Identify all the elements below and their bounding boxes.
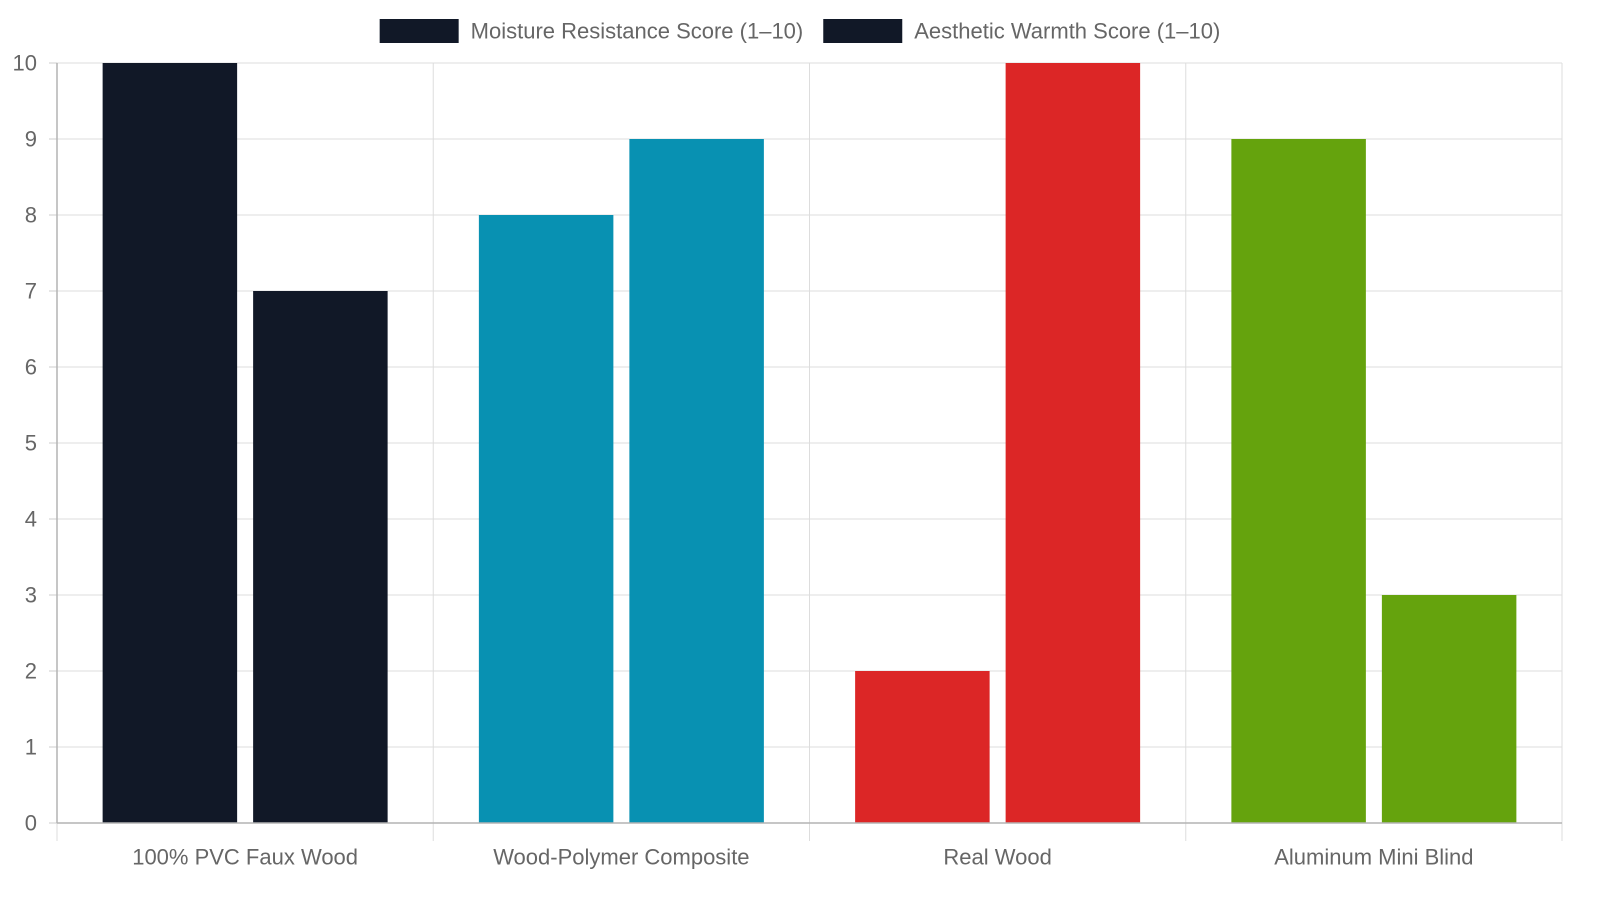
x-tick-label: Aluminum Mini Blind (1274, 845, 1473, 870)
y-tick-label: 8 (25, 203, 37, 228)
legend-item-1[interactable]: Aesthetic Warmth Score (1–10) (823, 19, 1220, 44)
bar-0-0[interactable] (102, 63, 238, 823)
x-tick-label: 100% PVC Faux Wood (132, 845, 358, 870)
x-tick-label: Wood-Polymer Composite (493, 845, 749, 870)
bar-3-0[interactable] (1231, 139, 1366, 823)
axes: 0 1 2 3 4 5 6 7 8 9 10 100% PVC Faux Wood Wood-Polym… (13, 51, 1562, 870)
bar-3-1[interactable] (1381, 595, 1517, 823)
y-tick-label: 1 (25, 735, 37, 760)
bars (102, 63, 1517, 823)
bar-0-1[interactable] (253, 291, 388, 823)
bar-2-0[interactable] (855, 671, 990, 823)
y-tick-label: 5 (25, 431, 37, 456)
legend-item-0[interactable]: Moisture Resistance Score (1–10) (379, 19, 804, 44)
y-tick-label: 3 (25, 583, 37, 608)
y-tick-label: 6 (25, 355, 37, 380)
legend-swatch (379, 19, 459, 43)
y-tick-label: 7 (25, 279, 37, 304)
legend-swatch (823, 19, 903, 43)
y-tick-label: 0 (25, 811, 37, 836)
bar-2-1[interactable] (1005, 63, 1141, 823)
bar-1-0[interactable] (478, 215, 614, 823)
y-tick-label: 4 (25, 507, 37, 532)
y-tick-label: 2 (25, 659, 37, 684)
legend-label: Moisture Resistance Score (1–10) (471, 19, 804, 44)
bar-1-1[interactable] (629, 139, 764, 823)
legend-label: Aesthetic Warmth Score (1–10) (914, 19, 1220, 44)
y-tick-label: 10 (13, 51, 37, 76)
legend[interactable]: Moisture Resistance Score (1–10) Aestheti… (379, 19, 1221, 44)
y-tick-label: 9 (25, 127, 37, 152)
x-tick-label: Real Wood (943, 845, 1051, 870)
